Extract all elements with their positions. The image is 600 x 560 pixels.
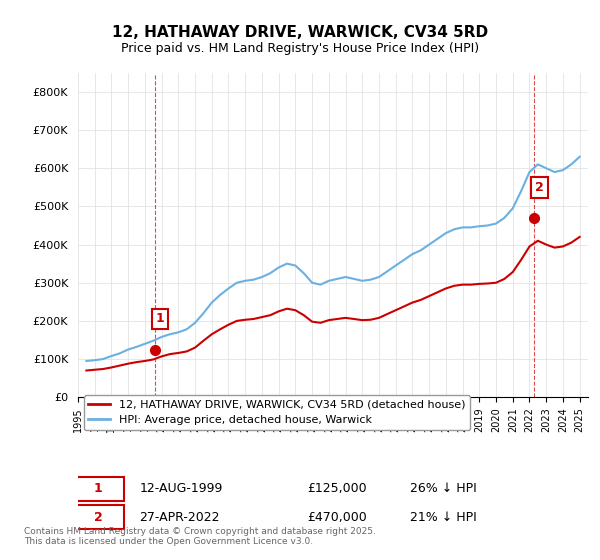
Text: 27-APR-2022: 27-APR-2022 xyxy=(139,511,220,524)
Text: £125,000: £125,000 xyxy=(308,482,367,496)
Text: 1: 1 xyxy=(155,312,164,325)
Text: 12-AUG-1999: 12-AUG-1999 xyxy=(139,482,223,496)
Text: £470,000: £470,000 xyxy=(308,511,367,524)
FancyBboxPatch shape xyxy=(73,505,124,529)
Text: 2: 2 xyxy=(535,181,544,194)
Text: 21% ↓ HPI: 21% ↓ HPI xyxy=(409,511,476,524)
Text: 2: 2 xyxy=(94,511,103,524)
Text: Price paid vs. HM Land Registry's House Price Index (HPI): Price paid vs. HM Land Registry's House … xyxy=(121,42,479,55)
Text: 26% ↓ HPI: 26% ↓ HPI xyxy=(409,482,476,496)
Text: Contains HM Land Registry data © Crown copyright and database right 2025.
This d: Contains HM Land Registry data © Crown c… xyxy=(24,526,376,546)
Text: 12, HATHAWAY DRIVE, WARWICK, CV34 5RD: 12, HATHAWAY DRIVE, WARWICK, CV34 5RD xyxy=(112,25,488,40)
Legend: 12, HATHAWAY DRIVE, WARWICK, CV34 5RD (detached house), HPI: Average price, deta: 12, HATHAWAY DRIVE, WARWICK, CV34 5RD (d… xyxy=(83,395,470,430)
Text: 1: 1 xyxy=(94,482,103,496)
FancyBboxPatch shape xyxy=(73,477,124,501)
